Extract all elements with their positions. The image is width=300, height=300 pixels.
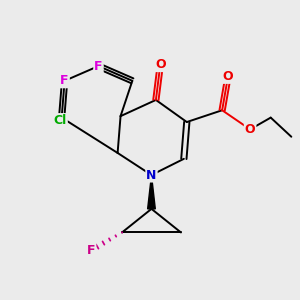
Text: F: F — [60, 74, 69, 87]
Text: F: F — [94, 60, 103, 73]
Polygon shape — [148, 175, 155, 209]
Text: N: N — [146, 169, 157, 182]
Text: O: O — [223, 70, 233, 83]
Text: O: O — [155, 58, 166, 71]
Text: Cl: Cl — [54, 114, 67, 127]
Text: O: O — [245, 123, 255, 136]
Text: F: F — [87, 244, 95, 256]
